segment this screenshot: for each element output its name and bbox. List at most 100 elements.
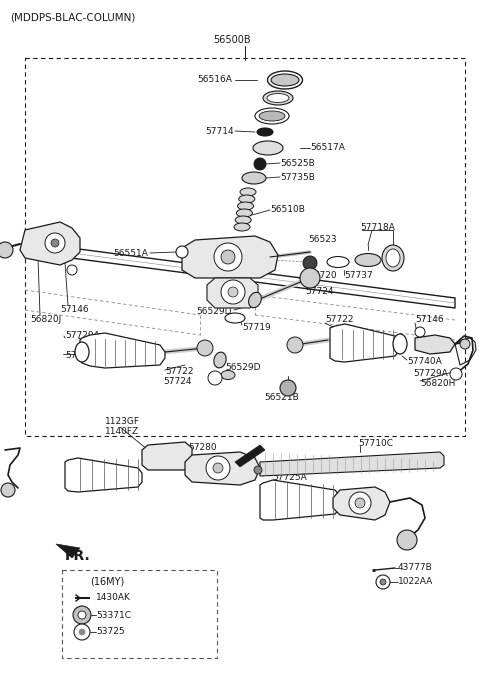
Text: 56529D: 56529D	[225, 364, 261, 373]
Polygon shape	[65, 458, 142, 492]
Text: 57729A: 57729A	[65, 332, 100, 341]
Ellipse shape	[259, 111, 285, 121]
Circle shape	[349, 492, 371, 514]
Text: 57725A: 57725A	[272, 473, 307, 483]
Ellipse shape	[263, 91, 293, 105]
Ellipse shape	[386, 249, 400, 267]
Ellipse shape	[382, 245, 404, 271]
Polygon shape	[25, 242, 455, 308]
Circle shape	[74, 624, 90, 640]
Circle shape	[287, 337, 303, 353]
Text: 57718A: 57718A	[360, 224, 395, 233]
Polygon shape	[20, 222, 80, 265]
Polygon shape	[235, 445, 265, 467]
Text: 57740A: 57740A	[407, 358, 442, 367]
Ellipse shape	[214, 352, 226, 368]
Circle shape	[228, 287, 238, 297]
Ellipse shape	[236, 209, 252, 217]
Text: 43777B: 43777B	[398, 564, 433, 573]
Circle shape	[221, 280, 245, 304]
Circle shape	[460, 339, 470, 349]
Circle shape	[254, 158, 266, 170]
Text: 57722: 57722	[325, 316, 353, 324]
Text: 1022AA: 1022AA	[398, 577, 433, 586]
Ellipse shape	[257, 128, 273, 136]
Circle shape	[415, 327, 425, 337]
Ellipse shape	[355, 254, 381, 267]
Circle shape	[213, 463, 223, 473]
Circle shape	[197, 340, 213, 356]
Polygon shape	[260, 452, 444, 476]
Text: (MDDPS-BLAC-COLUMN): (MDDPS-BLAC-COLUMN)	[10, 12, 135, 22]
Polygon shape	[207, 278, 258, 308]
Circle shape	[67, 265, 77, 275]
Polygon shape	[330, 324, 400, 362]
Text: 56510B: 56510B	[270, 205, 305, 214]
Circle shape	[254, 466, 262, 474]
Ellipse shape	[267, 94, 289, 103]
Ellipse shape	[240, 188, 256, 196]
Circle shape	[303, 256, 317, 270]
Text: 56521B: 56521B	[264, 394, 300, 403]
Polygon shape	[185, 452, 260, 485]
Ellipse shape	[253, 141, 283, 155]
Text: FR.: FR.	[65, 549, 91, 563]
Circle shape	[208, 371, 222, 385]
Polygon shape	[80, 333, 165, 368]
Ellipse shape	[249, 292, 262, 307]
Ellipse shape	[239, 195, 255, 203]
Polygon shape	[260, 480, 340, 520]
Circle shape	[221, 250, 235, 264]
Circle shape	[280, 380, 296, 396]
Ellipse shape	[327, 256, 349, 267]
Text: 57280: 57280	[188, 443, 216, 452]
Circle shape	[0, 242, 13, 258]
Text: 56500B: 56500B	[213, 35, 251, 45]
Text: 57710C: 57710C	[358, 439, 393, 447]
Polygon shape	[182, 236, 278, 278]
Ellipse shape	[225, 313, 245, 323]
Ellipse shape	[221, 371, 235, 379]
Text: 57146: 57146	[60, 305, 89, 314]
Circle shape	[45, 233, 65, 253]
Ellipse shape	[235, 216, 251, 224]
Ellipse shape	[234, 223, 250, 231]
Circle shape	[78, 611, 86, 619]
Circle shape	[206, 456, 230, 480]
Text: 56529D: 56529D	[196, 307, 232, 316]
Text: 57714: 57714	[205, 126, 234, 135]
Text: 57719: 57719	[242, 324, 271, 333]
Circle shape	[214, 243, 242, 271]
Circle shape	[1, 483, 15, 497]
Polygon shape	[333, 487, 390, 520]
Polygon shape	[142, 442, 192, 470]
Text: 56820H: 56820H	[420, 379, 456, 388]
Polygon shape	[415, 335, 455, 354]
Text: 53371C: 53371C	[96, 611, 131, 619]
Text: 1123GF: 1123GF	[105, 418, 140, 426]
Circle shape	[397, 530, 417, 550]
Text: 57729A: 57729A	[413, 369, 448, 379]
Text: 1140FZ: 1140FZ	[105, 428, 139, 437]
Text: 56551A: 56551A	[113, 248, 148, 258]
Ellipse shape	[255, 108, 289, 124]
Text: 53725: 53725	[96, 628, 125, 636]
Text: 57724: 57724	[164, 377, 192, 386]
Circle shape	[450, 368, 462, 380]
Text: 57720: 57720	[308, 271, 336, 280]
Circle shape	[355, 498, 365, 508]
Circle shape	[73, 606, 91, 624]
Circle shape	[176, 246, 188, 258]
Text: 1430AK: 1430AK	[96, 594, 131, 602]
Text: 56525B: 56525B	[280, 158, 315, 167]
Ellipse shape	[75, 342, 89, 362]
Text: 56820J: 56820J	[30, 316, 61, 324]
Circle shape	[300, 268, 320, 288]
Circle shape	[51, 239, 59, 247]
Text: 57735B: 57735B	[280, 173, 315, 182]
Circle shape	[79, 629, 85, 635]
Text: 57722: 57722	[165, 367, 193, 377]
Text: 57737: 57737	[344, 271, 373, 280]
Polygon shape	[56, 544, 80, 558]
Text: 1124AE: 1124AE	[272, 464, 307, 473]
